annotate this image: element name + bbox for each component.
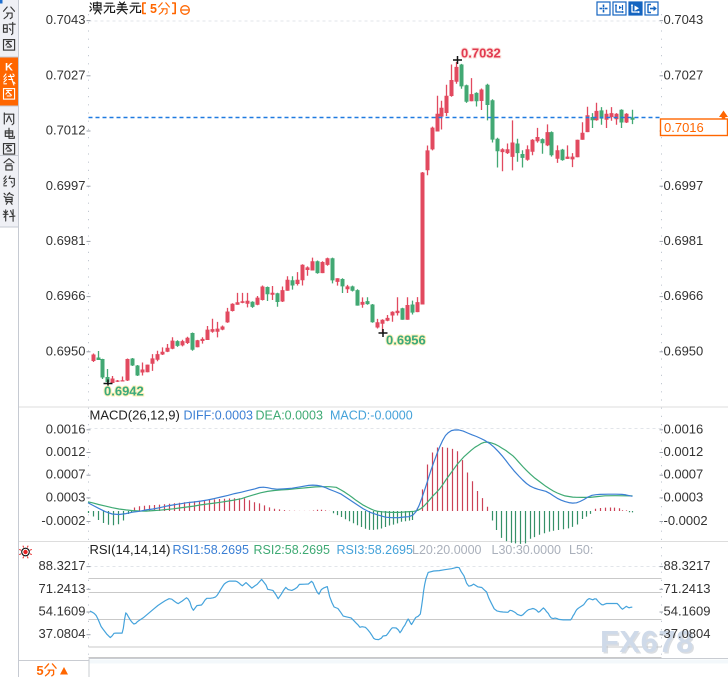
svg-text:0.0016: 0.0016	[46, 421, 86, 436]
svg-text:54.1609: 54.1609	[39, 604, 86, 619]
svg-text:0.7016: 0.7016	[664, 120, 704, 135]
svg-text:0.0003: 0.0003	[46, 489, 86, 504]
svg-text:5: 5	[150, 2, 157, 16]
svg-text:RSI1:58.2695: RSI1:58.2695	[173, 543, 249, 557]
svg-text:0.6950: 0.6950	[664, 343, 704, 358]
svg-text:71.2413: 71.2413	[39, 581, 86, 596]
svg-text:37.0804: 37.0804	[39, 626, 86, 641]
svg-text:L30:30.0000: L30:30.0000	[492, 543, 562, 557]
svg-text:0.6956: 0.6956	[386, 333, 426, 348]
svg-text:0.0007: 0.0007	[46, 467, 86, 482]
svg-text:-0.0002: -0.0002	[41, 513, 85, 528]
svg-text:RSI(14,14,14): RSI(14,14,14)	[90, 542, 171, 557]
svg-text:0.7027: 0.7027	[664, 67, 704, 82]
svg-text:MACD(26,12,9): MACD(26,12,9)	[90, 408, 180, 423]
svg-text:-0.0002: -0.0002	[664, 513, 708, 528]
svg-text:0.7032: 0.7032	[461, 46, 501, 61]
svg-text:0.6981: 0.6981	[46, 233, 86, 248]
svg-text:K: K	[5, 62, 13, 74]
svg-text:0.0016: 0.0016	[664, 421, 704, 436]
svg-text:0.7043: 0.7043	[46, 12, 86, 27]
svg-text:54.1609: 54.1609	[664, 604, 711, 619]
svg-text:0.6950: 0.6950	[46, 343, 86, 358]
svg-text:0.0003: 0.0003	[664, 489, 704, 504]
svg-text:FX678: FX678	[600, 624, 694, 659]
svg-text:71.2413: 71.2413	[664, 581, 711, 596]
svg-text:0.6966: 0.6966	[46, 288, 86, 303]
svg-text:L50:: L50:	[569, 543, 593, 557]
svg-text:0.6942: 0.6942	[104, 384, 144, 399]
svg-text:FX678: FX678	[602, 626, 696, 661]
svg-text:0.6981: 0.6981	[664, 233, 704, 248]
svg-text:RSI3:58.2695: RSI3:58.2695	[337, 543, 413, 557]
svg-text:0.7012: 0.7012	[46, 123, 86, 138]
svg-text:RSI2:58.2695: RSI2:58.2695	[254, 543, 330, 557]
svg-text:DEA:0.0003: DEA:0.0003	[256, 409, 323, 423]
svg-text:0.7027: 0.7027	[46, 67, 86, 82]
svg-text:0.0007: 0.0007	[664, 467, 704, 482]
svg-text:L20:20.0000: L20:20.0000	[412, 543, 482, 557]
svg-text:37.0804: 37.0804	[664, 626, 711, 641]
svg-text:88.3217: 88.3217	[664, 558, 711, 573]
svg-text:0.0012: 0.0012	[46, 444, 86, 459]
svg-text:0.7043: 0.7043	[664, 12, 704, 27]
svg-text:0.6966: 0.6966	[664, 288, 704, 303]
svg-text:88.3217: 88.3217	[39, 558, 86, 573]
svg-text:MACD:-0.0000: MACD:-0.0000	[330, 409, 413, 423]
svg-text:0.6997: 0.6997	[664, 178, 704, 193]
svg-text:5: 5	[36, 663, 43, 677]
svg-text:0.6997: 0.6997	[46, 178, 86, 193]
svg-text:0.0012: 0.0012	[664, 444, 704, 459]
svg-text:DIFF:0.0003: DIFF:0.0003	[184, 409, 254, 423]
